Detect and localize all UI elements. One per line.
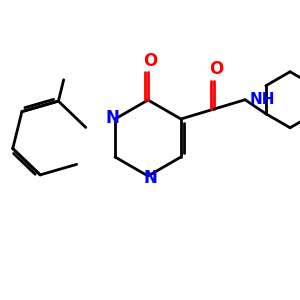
Text: NH: NH (250, 92, 276, 107)
Text: N: N (143, 169, 157, 187)
Text: O: O (143, 52, 157, 70)
Text: N: N (105, 109, 119, 127)
Text: O: O (209, 60, 224, 78)
